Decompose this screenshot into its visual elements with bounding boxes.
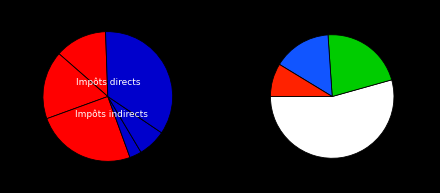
Wedge shape [108, 96, 161, 152]
Wedge shape [279, 35, 332, 96]
Wedge shape [43, 54, 108, 119]
Wedge shape [271, 80, 394, 158]
Text: Impôts directs: Impôts directs [76, 77, 140, 87]
Wedge shape [108, 96, 141, 157]
Wedge shape [47, 96, 130, 161]
Wedge shape [271, 64, 332, 96]
Wedge shape [328, 35, 392, 96]
Wedge shape [59, 32, 108, 96]
Text: Impôts indirects: Impôts indirects [75, 110, 147, 119]
Wedge shape [106, 32, 172, 133]
